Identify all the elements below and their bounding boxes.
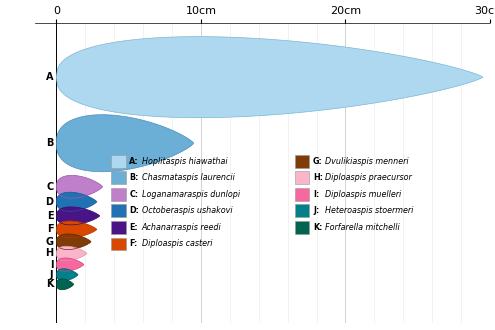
Text: E: E [47, 211, 53, 221]
Bar [295, 155, 309, 168]
Text: Diploaspis casteri: Diploaspis casteri [142, 239, 212, 248]
Polygon shape [56, 175, 102, 198]
Text: C: C [46, 182, 53, 192]
Polygon shape [56, 234, 91, 249]
Text: Achanarraspis reedi: Achanarraspis reedi [142, 223, 221, 232]
Text: D:: D: [129, 206, 139, 215]
Text: H:: H: [313, 173, 323, 182]
Text: I:: I: [313, 190, 319, 199]
Text: Loganamaraspis dunlopi: Loganamaraspis dunlopi [142, 190, 240, 199]
Polygon shape [56, 207, 99, 225]
Text: H: H [46, 248, 53, 258]
Text: Heteroaspis stoermeri: Heteroaspis stoermeri [325, 206, 414, 215]
Polygon shape [56, 115, 194, 172]
Polygon shape [56, 269, 78, 281]
Bar [111, 155, 126, 168]
Bar [295, 188, 309, 201]
Polygon shape [56, 221, 97, 238]
Text: Octoberaspis ushakovi: Octoberaspis ushakovi [142, 206, 232, 215]
Text: F: F [47, 224, 53, 234]
Text: E:: E: [129, 223, 138, 232]
Polygon shape [56, 192, 97, 212]
Text: Hoplitaspis hiawathai: Hoplitaspis hiawathai [142, 157, 227, 166]
Bar [295, 205, 309, 217]
Text: J:: J: [313, 206, 319, 215]
Text: B:: B: [129, 173, 139, 182]
Text: G: G [46, 237, 53, 247]
Text: Diploaspis praecursor: Diploaspis praecursor [325, 173, 412, 182]
Bar [111, 221, 126, 234]
Bar [111, 238, 126, 250]
Text: Diploaspis muelleri: Diploaspis muelleri [325, 190, 401, 199]
Text: J: J [50, 270, 53, 280]
Text: Forfarella mitchelli: Forfarella mitchelli [325, 223, 400, 232]
Text: K:: K: [313, 223, 322, 232]
Text: A: A [46, 72, 53, 82]
Polygon shape [56, 37, 483, 118]
Polygon shape [56, 246, 87, 261]
Text: B: B [46, 138, 53, 148]
Text: I: I [50, 259, 53, 270]
Text: Chasmataspis laurencii: Chasmataspis laurencii [142, 173, 235, 182]
Bar [295, 172, 309, 184]
Text: A:: A: [129, 157, 139, 166]
Text: K: K [46, 280, 53, 289]
Text: Dvulikiaspis menneri: Dvulikiaspis menneri [325, 157, 409, 166]
Bar [111, 188, 126, 201]
Bar [295, 221, 309, 234]
Text: F:: F: [129, 239, 138, 248]
Polygon shape [56, 258, 84, 271]
Text: G:: G: [313, 157, 323, 166]
Text: D: D [46, 197, 53, 207]
Bar [111, 205, 126, 217]
Text: C:: C: [129, 190, 139, 199]
Bar [111, 172, 126, 184]
Polygon shape [56, 279, 74, 290]
